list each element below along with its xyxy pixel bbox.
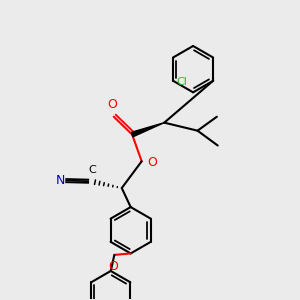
Polygon shape bbox=[131, 123, 164, 137]
Text: Cl: Cl bbox=[177, 77, 188, 87]
Text: O: O bbox=[147, 156, 157, 169]
Text: C: C bbox=[88, 165, 96, 175]
Text: N: N bbox=[56, 174, 65, 187]
Text: O: O bbox=[107, 98, 117, 111]
Text: O: O bbox=[108, 260, 118, 273]
